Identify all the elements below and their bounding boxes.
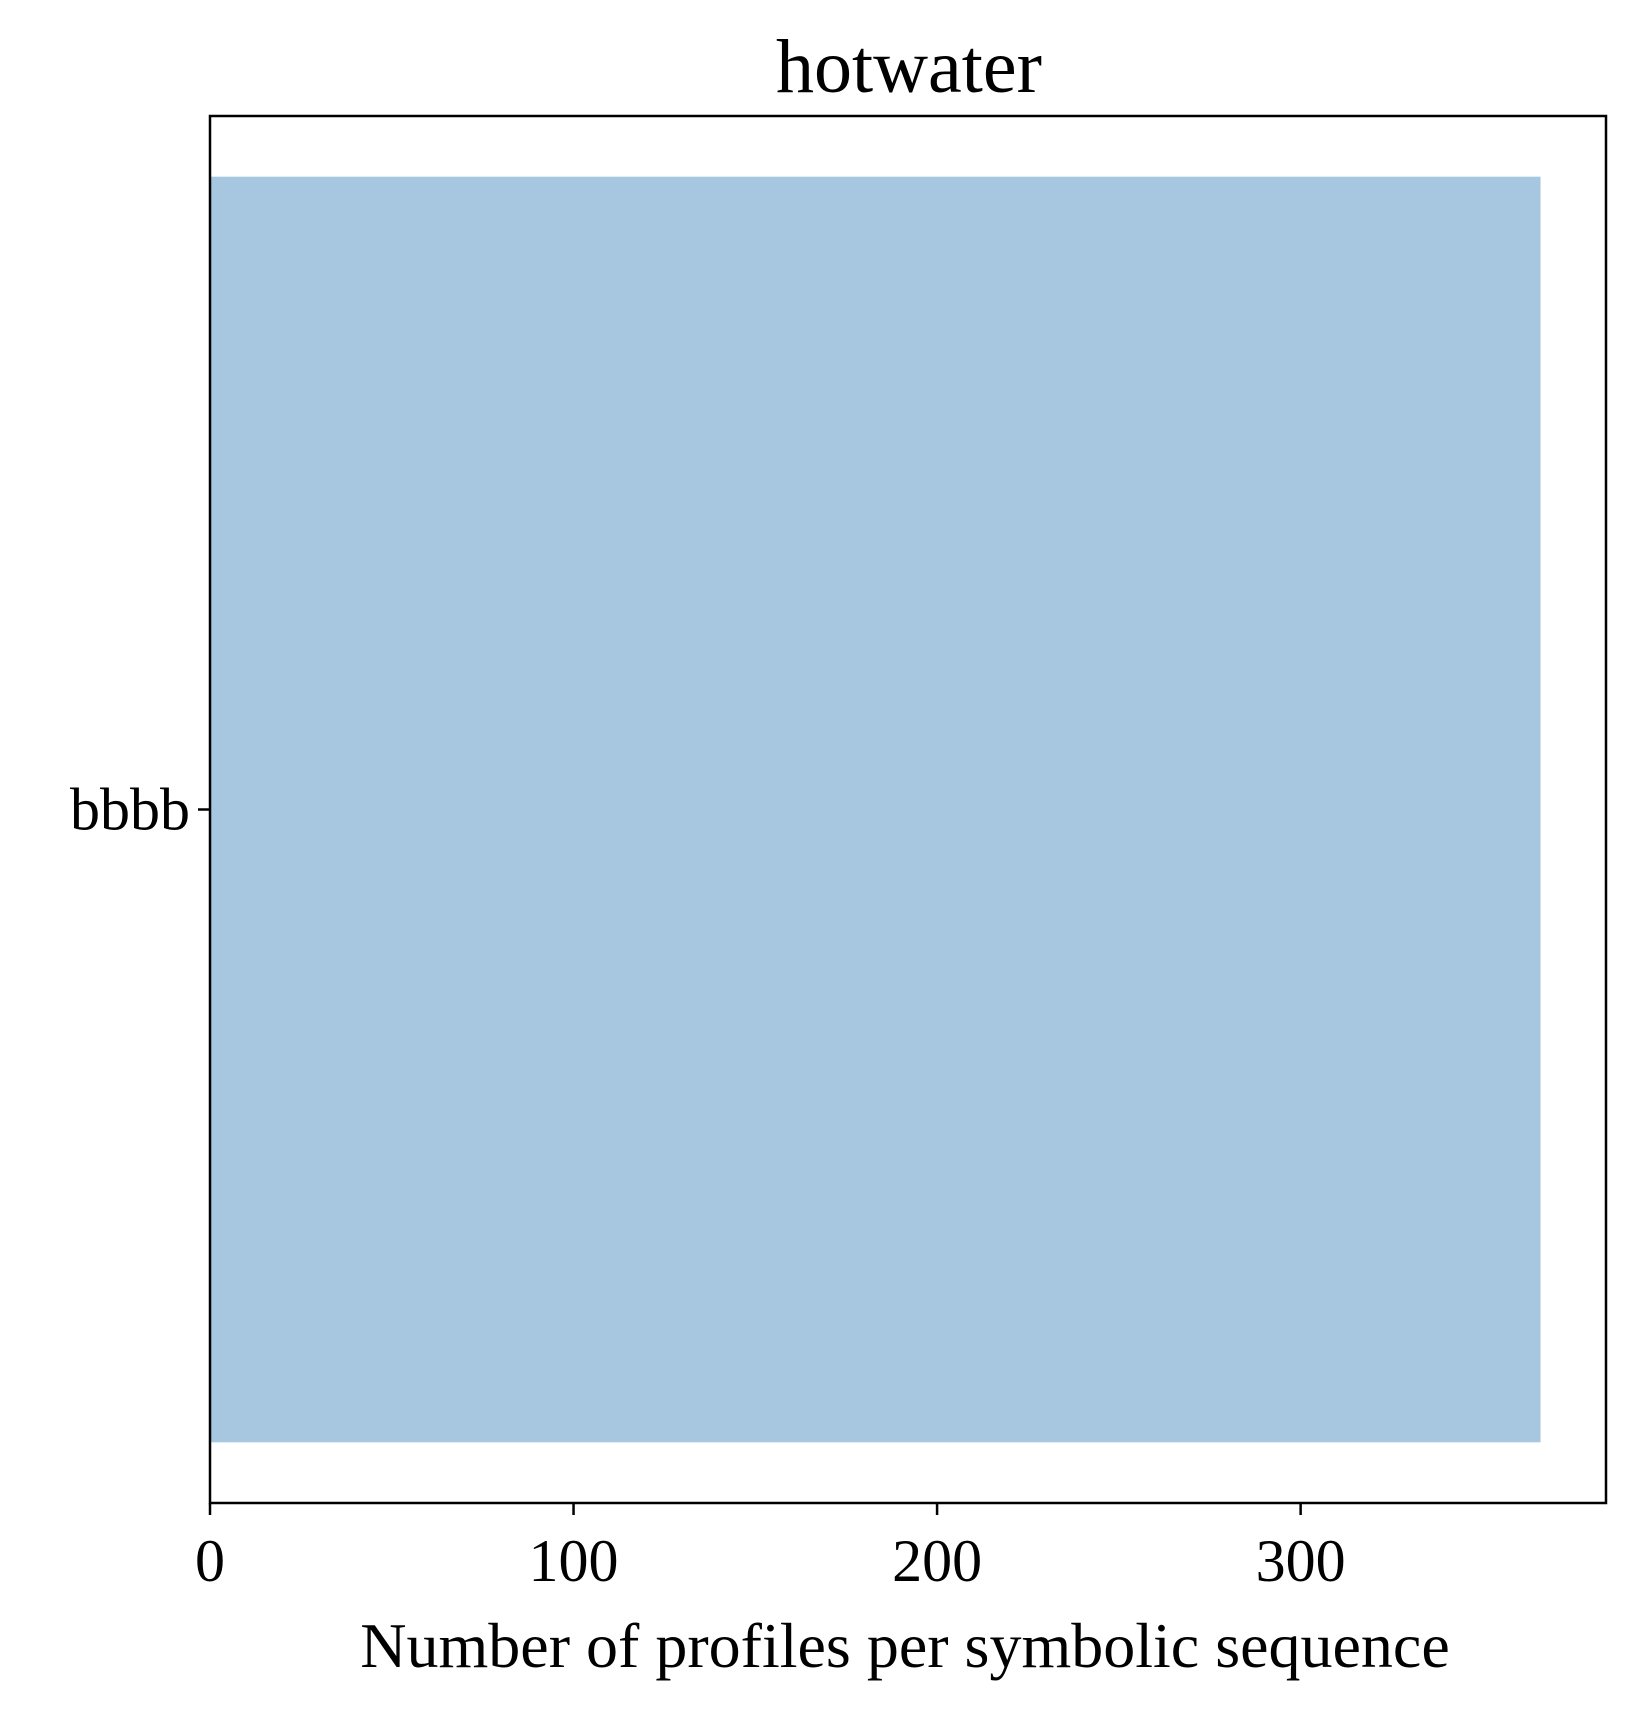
bar-bbbb xyxy=(210,176,1541,1443)
x-axis-label: Number of profiles per symbolic sequence xyxy=(360,1610,1449,1681)
x-axis: 0 100 200 300 xyxy=(195,1503,1346,1594)
x-tick-label: 0 xyxy=(195,1528,225,1594)
y-tick-label: bbbb xyxy=(70,777,190,843)
x-tick-label: 300 xyxy=(1256,1528,1346,1594)
x-tick-label: 100 xyxy=(529,1528,619,1594)
chart-title: hotwater xyxy=(776,25,1042,109)
y-axis: bbbb xyxy=(70,777,210,843)
x-tick-label: 200 xyxy=(892,1528,982,1594)
bars-layer xyxy=(210,176,1541,1443)
